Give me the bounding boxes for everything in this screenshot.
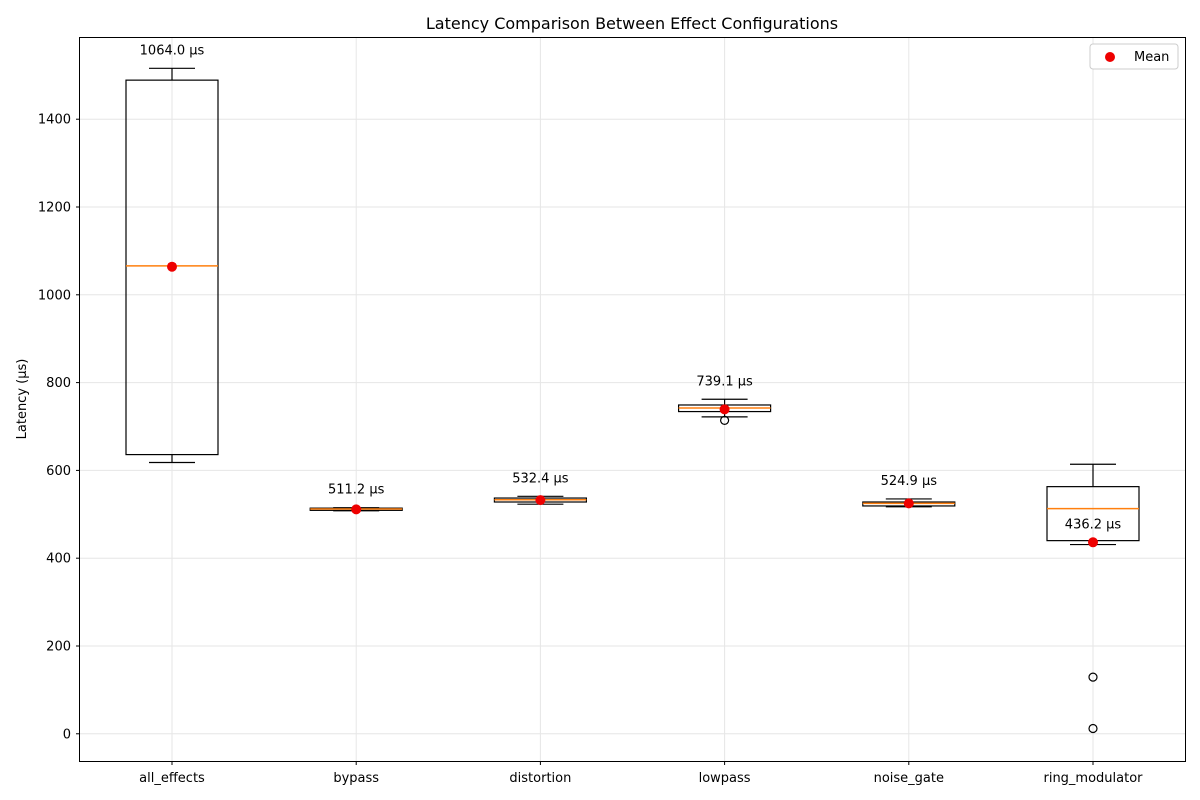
legend-box xyxy=(1089,43,1179,70)
legend: Mean xyxy=(1089,43,1179,70)
y-tick-label: 1000 xyxy=(38,288,71,303)
mean-label: 524.9 µs xyxy=(881,474,938,489)
outlier-point xyxy=(1088,723,1098,734)
box-all_effects: 1064.0 µs xyxy=(125,43,219,464)
box-noise_gate: 524.9 µs xyxy=(862,474,956,509)
x-tick-label: lowpass xyxy=(699,771,751,786)
mean-label: 532.4 µs xyxy=(512,471,569,486)
axis-ticks: 0 200 400 600 800 1000 1200 1400 all_effects bypa… xyxy=(38,113,1143,786)
mean-label: 436.2 µs xyxy=(1065,517,1122,532)
mean-label: 1064.0 µs xyxy=(140,43,205,58)
plot-frame xyxy=(79,37,1186,762)
x-tick-label: ring_modulator xyxy=(1043,771,1143,786)
mean-point xyxy=(719,404,730,415)
y-tick-label: 800 xyxy=(46,376,71,391)
box-series: 1064.0 µs 511.2 µs 532.4 µs 739.1 µs 524.9 µ… xyxy=(125,43,1140,734)
legend-mean-label: Mean xyxy=(1134,50,1169,65)
y-tick-label: 1400 xyxy=(38,113,71,128)
box-body xyxy=(125,79,219,456)
x-tick-label: noise_gate xyxy=(874,771,944,786)
x-tick-label: distortion xyxy=(509,771,571,786)
grid-lines xyxy=(80,38,1185,761)
y-tick-label: 400 xyxy=(46,552,71,567)
x-tick-label: bypass xyxy=(333,771,379,786)
outlier-point xyxy=(719,415,730,425)
box-ring_modulator: 436.2 µs xyxy=(1046,463,1140,734)
y-tick-label: 1200 xyxy=(38,201,71,216)
chart-title: Latency Comparison Between Effect Config… xyxy=(426,14,838,33)
mean-point xyxy=(351,504,362,515)
x-tick-label: all_effects xyxy=(139,771,205,786)
mean-point xyxy=(1088,537,1098,548)
y-tick-label: 200 xyxy=(46,639,71,654)
box-distortion: 532.4 µs xyxy=(493,471,587,506)
y-tick-label: 0 xyxy=(63,727,71,742)
mean-point xyxy=(167,261,177,272)
legend-mean-marker xyxy=(1105,52,1115,62)
mean-point xyxy=(903,498,914,509)
outlier-point xyxy=(1088,672,1098,682)
y-axis-label: Latency (µs) xyxy=(15,359,30,440)
mean-label: 511.2 µs xyxy=(328,483,385,498)
box-bypass: 511.2 µs xyxy=(309,483,403,515)
box-lowpass: 739.1 µs xyxy=(677,374,772,425)
mean-point xyxy=(535,495,546,506)
mean-label: 739.1 µs xyxy=(696,374,753,389)
y-tick-label: 600 xyxy=(46,464,71,479)
